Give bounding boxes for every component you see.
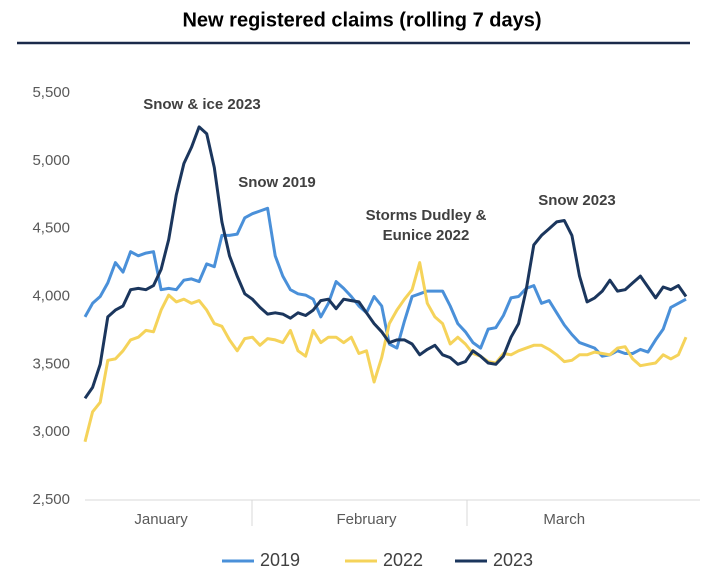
annotation: Snow 2023 xyxy=(538,192,616,209)
legend-label: 2019 xyxy=(260,550,300,570)
x-tick-label: March xyxy=(543,511,585,528)
x-tick-label: February xyxy=(336,511,397,528)
y-tick-label: 5,500 xyxy=(32,84,70,101)
x-tick-label: January xyxy=(134,511,188,528)
annotation: Storms Dudley & xyxy=(366,207,487,224)
y-tick-label: 3,000 xyxy=(32,423,70,440)
y-tick-label: 4,500 xyxy=(32,220,70,237)
y-tick-label: 3,500 xyxy=(32,355,70,372)
chart-title: New registered claims (rolling 7 days) xyxy=(182,9,541,31)
annotation: Snow & ice 2023 xyxy=(143,96,261,113)
y-tick-label: 4,000 xyxy=(32,287,70,304)
series-line xyxy=(83,125,688,400)
y-tick-label: 5,000 xyxy=(32,152,70,169)
legend-label: 2023 xyxy=(493,550,533,570)
y-tick-label: 2,500 xyxy=(32,491,70,508)
annotation: Snow 2019 xyxy=(238,174,316,191)
legend-label: 2022 xyxy=(383,550,423,570)
annotation: Eunice 2022 xyxy=(383,227,470,244)
series-line xyxy=(83,261,688,443)
series-line xyxy=(83,206,687,358)
